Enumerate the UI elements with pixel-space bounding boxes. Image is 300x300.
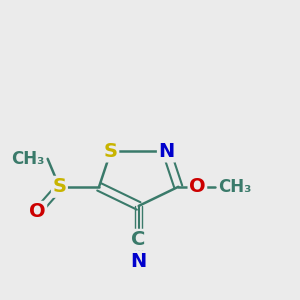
Text: CH₃: CH₃ — [11, 150, 45, 168]
Text: C: C — [131, 230, 146, 249]
Text: N: N — [158, 142, 175, 161]
Text: CH₃: CH₃ — [218, 178, 251, 196]
Text: N: N — [130, 252, 147, 272]
Text: S: S — [104, 142, 118, 161]
Text: O: O — [29, 202, 46, 221]
Text: S: S — [52, 177, 66, 196]
Text: O: O — [189, 177, 206, 196]
